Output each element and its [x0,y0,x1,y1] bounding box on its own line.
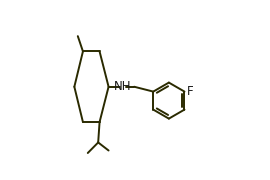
Text: NH: NH [114,80,131,93]
Text: F: F [187,85,194,98]
